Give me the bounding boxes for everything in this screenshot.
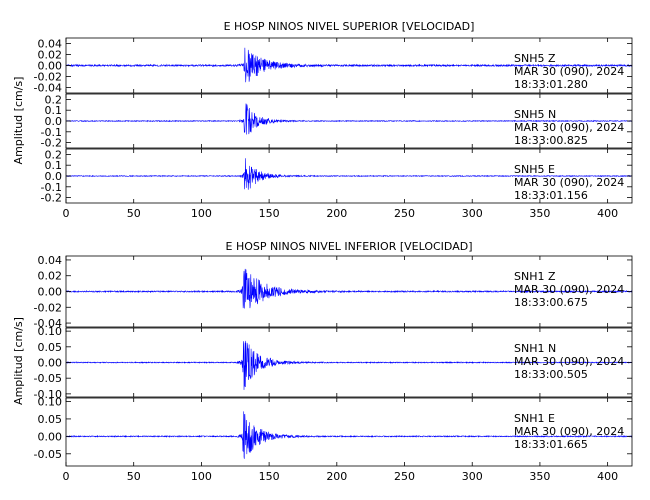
chart-title: E HOSP NINOS NIVEL INFERIOR [VELOCIDAD] [226,240,473,253]
date-label: MAR 30 (090), 2024 [514,176,624,189]
x-tick-label: 200 [326,470,347,483]
waveform-trace [65,103,633,135]
y-tick-label: -0.05 [34,448,62,461]
waveform-trace [65,268,633,309]
time-label: 18:33:01.665 [514,438,588,451]
y-tick-label: 0.04 [38,38,63,51]
waveform-trace [65,340,633,390]
y-tick-label: -0.10 [34,388,62,401]
x-tick-label: 100 [191,207,212,220]
date-label: MAR 30 (090), 2024 [514,355,624,368]
date-label: MAR 30 (090), 2024 [514,65,624,78]
chart-group-2: E HOSP NINOS NIVEL INFERIOR [VELOCIDAD] A… [12,240,633,483]
x-tick-label: 250 [394,207,415,220]
date-label: MAR 30 (090), 2024 [514,121,624,134]
y-tick-label: -0.04 [34,317,62,330]
x-tick-label: 350 [529,207,550,220]
y-tick-label: 0.02 [38,49,63,62]
station-label: SNH1 N [514,342,556,355]
x-tick-label: 400 [597,470,618,483]
x-tick-label: 50 [127,470,141,483]
station-label: SNH1 Z [514,270,556,283]
y-tick-label: 0.10 [38,395,63,408]
y-tick-label: -0.1 [41,126,62,139]
y-tick-label: 0.02 [38,270,63,283]
chart-title: E HOSP NINOS NIVEL SUPERIOR [VELOCIDAD] [224,20,475,33]
y-tick-label: 0.1 [45,104,63,117]
waveform-trace [65,411,633,459]
time-label: 18:33:00.825 [514,134,588,147]
y-tick-label: 0.05 [38,341,63,354]
time-label: 18:33:01.280 [514,78,588,91]
y-axis-label: Amplitud [cm/s] [12,77,25,165]
x-tick-label: 100 [191,470,212,483]
y-tick-label: 0.00 [38,286,63,299]
y-tick-label: -0.02 [34,301,62,314]
y-tick-label: 0.00 [38,60,63,73]
y-tick-label: -0.05 [34,372,62,385]
y-tick-label: 0.1 [45,159,63,172]
y-tick-label: -0.02 [34,71,62,84]
x-tick-label: 350 [529,470,550,483]
x-tick-label: 300 [462,207,483,220]
y-tick-label: 0.0 [45,170,63,183]
x-tick-label: 0 [63,470,70,483]
waveform-trace [65,158,633,190]
panel-frame [65,397,633,467]
y-tick-label: -0.2 [41,137,62,150]
x-tick-label: 150 [259,470,280,483]
waveform-trace [65,47,633,83]
y-tick-label: 0.00 [38,357,63,370]
time-label: 18:33:00.505 [514,368,588,381]
y-tick-label: 0.2 [45,148,63,161]
x-tick-label: 200 [326,207,347,220]
x-tick-label: 250 [394,470,415,483]
x-tick-label: 300 [462,470,483,483]
x-tick-label: 50 [127,207,141,220]
date-label: MAR 30 (090), 2024 [514,425,624,438]
x-tick-label: 150 [259,207,280,220]
station-label: SNH5 N [514,108,556,121]
y-axis-label: Amplitud [cm/s] [12,317,25,405]
date-label: MAR 30 (090), 2024 [514,283,624,296]
y-tick-label: 0.04 [38,254,63,267]
station-label: SNH1 E [514,412,555,425]
y-tick-label: -0.1 [41,181,62,194]
y-tick-label: 0.0 [45,115,63,128]
y-tick-label: 0.00 [38,430,63,443]
y-tick-label: -0.04 [34,82,62,95]
station-label: SNH5 Z [514,52,556,65]
chart-group-1: E HOSP NINOS NIVEL SUPERIOR [VELOCIDAD] A… [12,20,633,220]
y-tick-label: 0.2 [45,93,63,106]
time-label: 18:33:01.156 [514,189,588,202]
station-label: SNH5 E [514,163,555,176]
time-label: 18:33:00.675 [514,296,588,309]
y-tick-label: 0.10 [38,325,63,338]
y-tick-label: -0.2 [41,192,62,205]
x-tick-label: 0 [63,207,70,220]
x-tick-label: 400 [597,207,618,220]
y-tick-label: 0.05 [38,413,63,426]
